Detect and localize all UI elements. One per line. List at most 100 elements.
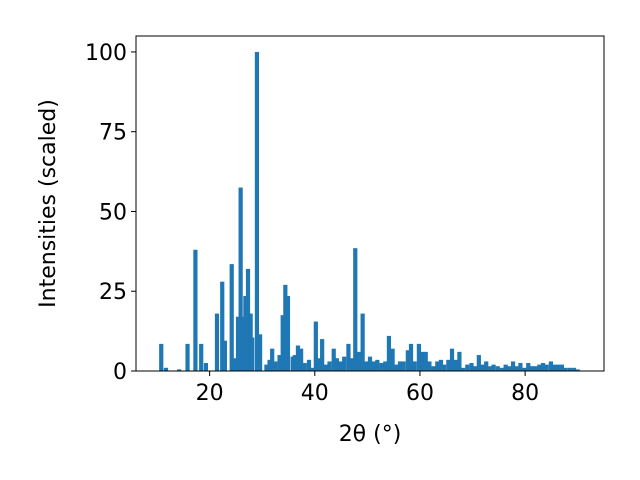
x-axis-ticks: 20 40 60 80: [196, 371, 539, 406]
bar: [316, 358, 322, 371]
bar: [273, 361, 278, 371]
bar: [405, 350, 410, 371]
bar-series: [159, 51, 580, 371]
bar: [334, 358, 339, 371]
bar: [491, 364, 496, 371]
bar: [571, 367, 577, 371]
bar: [552, 364, 557, 371]
bar: [453, 359, 458, 371]
bar: [346, 343, 351, 371]
bar: [299, 348, 304, 371]
bar: [364, 361, 369, 371]
bar: [323, 364, 328, 371]
bar: [540, 363, 546, 371]
bar: [277, 355, 282, 371]
bar: [533, 366, 538, 371]
bar: [342, 356, 347, 371]
bar: [457, 351, 462, 371]
bar: [338, 361, 343, 371]
bar: [356, 351, 362, 371]
bar: [386, 335, 392, 371]
bar: [383, 361, 388, 371]
bar: [295, 345, 301, 371]
bar: [203, 363, 209, 371]
bar: [331, 348, 336, 371]
bar: [367, 356, 373, 371]
bar: [310, 367, 315, 371]
bar: [159, 343, 164, 371]
bar: [220, 281, 225, 371]
bar: [214, 313, 220, 371]
bar: [177, 369, 182, 371]
bar: [503, 364, 508, 371]
bar: [514, 366, 519, 371]
bar: [238, 187, 243, 371]
bar: [575, 369, 580, 371]
bar: [390, 348, 395, 371]
y-tick-label: 75: [99, 121, 127, 146]
bar: [499, 367, 505, 371]
y-tick-label: 25: [99, 280, 127, 305]
y-tick-label: 100: [85, 41, 127, 66]
bar: [292, 355, 297, 371]
bar: [353, 248, 358, 371]
bar: [563, 367, 568, 371]
bar: [507, 366, 512, 371]
bar: [567, 367, 572, 371]
bar: [446, 359, 451, 371]
bar: [401, 361, 406, 371]
bar: [283, 284, 288, 371]
x-tick-label: 80: [511, 381, 539, 406]
bar: [518, 363, 523, 371]
bar: [526, 363, 531, 371]
bar: [442, 364, 447, 371]
bar: [243, 296, 248, 371]
bar: [548, 361, 553, 371]
bar: [522, 367, 527, 371]
bar: [416, 343, 422, 371]
bar: [327, 361, 332, 371]
bar: [235, 316, 241, 371]
bar: [473, 366, 478, 371]
bar: [427, 361, 432, 371]
bar: [476, 355, 481, 371]
bar: [529, 366, 535, 371]
bar: [254, 51, 260, 371]
bar: [480, 364, 485, 371]
bar: [449, 348, 455, 371]
bar: [556, 364, 561, 371]
bar: [264, 364, 269, 371]
bar: [232, 358, 237, 371]
bar: [222, 340, 227, 371]
bar: [350, 358, 355, 371]
bar: [163, 367, 169, 371]
bar: [537, 364, 542, 371]
x-tick-label: 20: [196, 381, 224, 406]
bar: [397, 361, 403, 371]
y-axis-ticks: 0 25 50 75 100: [85, 41, 136, 385]
bar: [306, 359, 312, 371]
bar: [285, 296, 291, 371]
bar: [487, 366, 492, 371]
bar: [270, 348, 275, 371]
bar: [267, 359, 272, 371]
bar: [460, 367, 466, 371]
bar: [375, 359, 380, 371]
bar: [465, 364, 470, 371]
bar: [423, 351, 428, 371]
bar: [245, 268, 251, 371]
bar: [484, 361, 489, 371]
bar: [360, 313, 365, 371]
bar: [408, 343, 414, 371]
bar: [240, 316, 245, 371]
bar: [559, 364, 565, 371]
bar: [229, 264, 234, 371]
bar: [510, 361, 516, 371]
bar: [320, 339, 325, 371]
bar: [495, 366, 500, 371]
bar: [420, 351, 425, 371]
bar: [371, 361, 376, 371]
bar: [250, 337, 255, 371]
bar: [438, 359, 444, 371]
bar: [412, 361, 417, 371]
